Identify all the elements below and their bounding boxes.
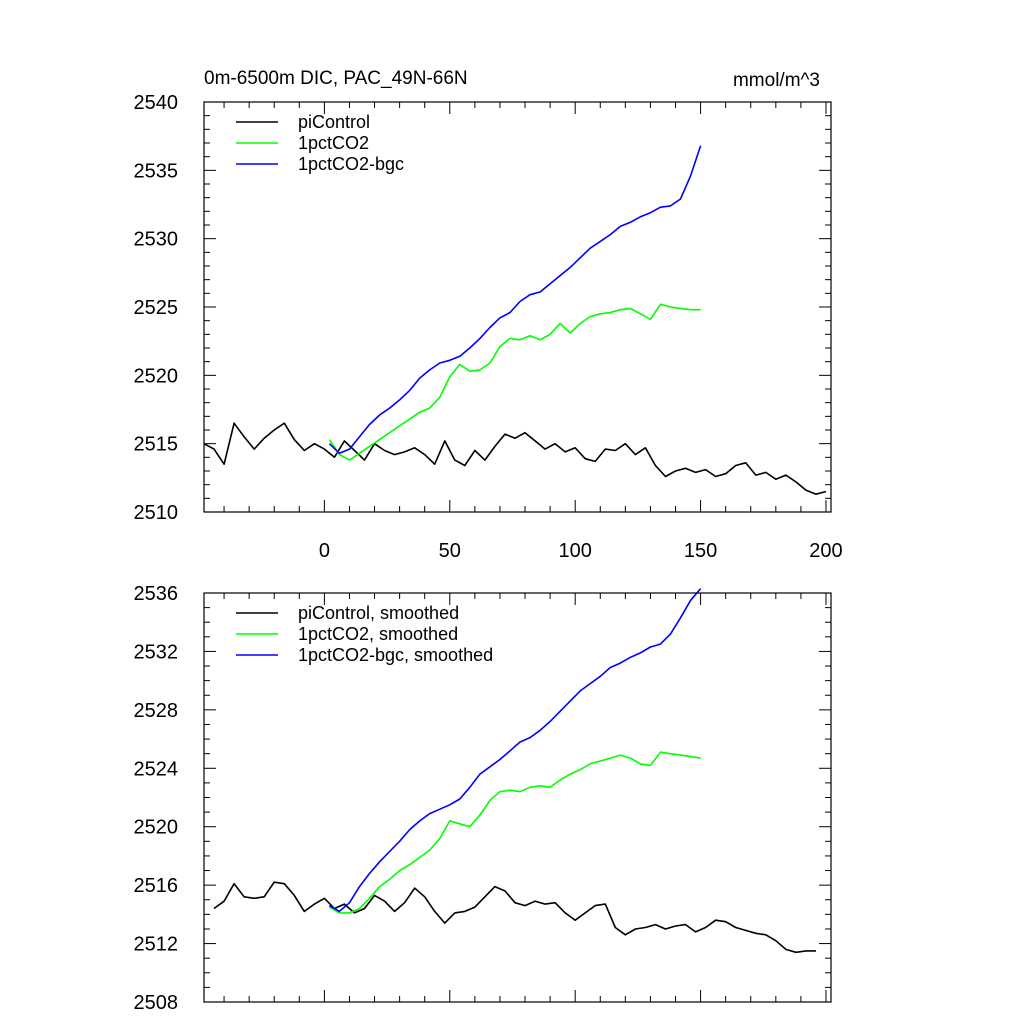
y-tick-label: 2510 — [134, 502, 179, 524]
series-line-1pctco2-bgc — [328, 145, 702, 454]
legend-label: 1pctCO2-bgc — [298, 154, 404, 174]
y-tick-label: 2535 — [134, 160, 179, 182]
x-tick-label: 150 — [684, 540, 717, 562]
x-tick-label: 100 — [558, 540, 591, 562]
legend-label: 1pctCO2 — [298, 133, 369, 153]
legend-label: 1pctCO2, smoothed — [298, 624, 458, 644]
units-label: mmol/m^3 — [733, 70, 820, 91]
y-tick-label: 2524 — [134, 758, 179, 780]
y-tick-label: 2528 — [134, 700, 179, 722]
bottom-panel: 2508 2512 2516 2520 2524 2528 2532 2536 piContro… — [134, 583, 832, 1014]
y-tick-label: 2516 — [134, 875, 179, 897]
y-tick-label: 2512 — [134, 934, 179, 956]
y-tick-label: 2515 — [134, 434, 179, 456]
y-tick-label: 2520 — [134, 817, 179, 839]
top-panel: 0 50 100 150 200 2510 2515 2520 2525 2530 2535 2540… — [134, 92, 843, 562]
y-tick-label: 2540 — [134, 92, 179, 114]
x-tick-label: 0 — [319, 540, 330, 562]
series-line-1pctco2-bgc-smoothed — [328, 588, 702, 913]
chart-title: 0m-6500m DIC, PAC_49N-66N — [204, 68, 468, 89]
series-line-picontrol — [203, 422, 827, 495]
series-line-1pctco2 — [328, 303, 701, 461]
y-tick-label: 2508 — [134, 992, 179, 1014]
y-tick-label: 2532 — [134, 641, 179, 663]
y-tick-label: 2525 — [134, 297, 179, 319]
series-line-picontrol-smoothed — [213, 881, 816, 954]
y-tick-label: 2536 — [134, 583, 179, 605]
x-tick-label: 200 — [809, 540, 842, 562]
legend-label: piControl — [298, 112, 370, 132]
series-line-1pctco2-smoothed — [328, 751, 701, 914]
y-tick-label: 2520 — [134, 365, 179, 387]
legend-label: 1pctCO2-bgc, smoothed — [298, 645, 493, 665]
legend-label: piControl, smoothed — [298, 603, 459, 623]
x-tick-label: 50 — [439, 540, 461, 562]
y-tick-label: 2530 — [134, 229, 179, 251]
